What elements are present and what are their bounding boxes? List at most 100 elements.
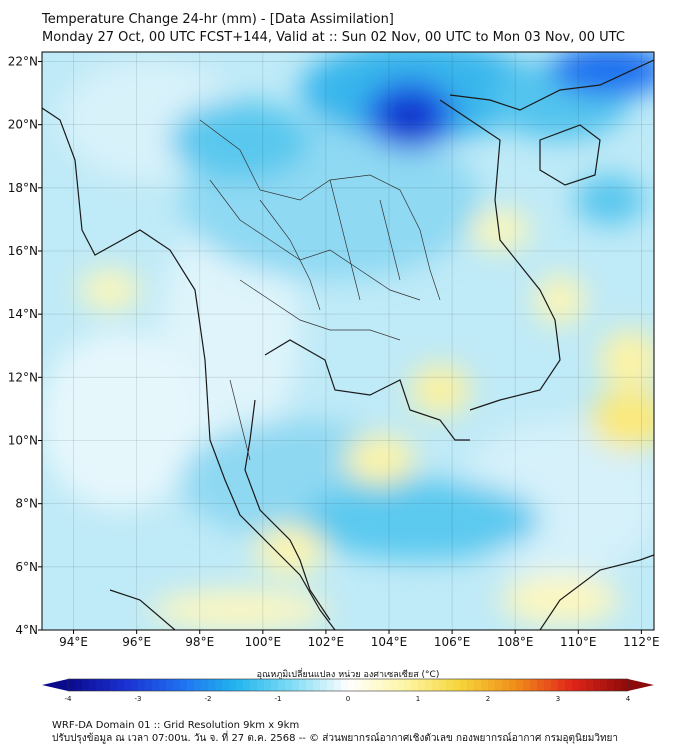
colorbar-segment: [509, 679, 517, 691]
colorbar-segment: [145, 679, 153, 691]
colorbar-segment: [257, 679, 265, 691]
lat-tick-label: 6°N: [15, 560, 38, 574]
colorbar-segment: [565, 679, 573, 691]
colorbar-segment: [530, 679, 538, 691]
lat-tick-label: 14°N: [8, 307, 38, 321]
colorbar-segment: [75, 679, 83, 691]
colorbar-segment: [439, 679, 447, 691]
colorbar-segment: [453, 679, 461, 691]
colorbar-segment: [516, 679, 524, 691]
colorbar-segment: [138, 679, 146, 691]
colorbar-tick-label: -1: [275, 695, 282, 703]
colorbar-max-arrow: [628, 679, 654, 691]
colorbar-segment: [621, 679, 629, 691]
colorbar-segment: [187, 679, 195, 691]
colorbar-segment: [523, 679, 531, 691]
map-axes: 94°E 96°E 98°E 100°E 102°E 104°E 106°E 108°E 110…: [8, 54, 660, 649]
colorbar-segment: [474, 679, 482, 691]
colorbar-segment: [572, 679, 580, 691]
colorbar-segment: [222, 679, 230, 691]
lon-tick-label: 98°E: [185, 635, 214, 649]
lon-tick-label: 112°E: [623, 635, 660, 649]
colorbar-segment: [348, 679, 356, 691]
colorbar-segment: [593, 679, 601, 691]
political-borders: [199, 119, 441, 461]
colorbar-segment: [369, 679, 377, 691]
colorbar-min-arrow: [42, 679, 68, 691]
colorbar-segment: [166, 679, 174, 691]
colorbar-segment: [446, 679, 454, 691]
colorbar-segment: [292, 679, 300, 691]
colorbar-tick-label: 3: [556, 695, 560, 703]
colorbar-tick-label: 0: [346, 695, 350, 703]
colorbar-segment: [334, 679, 342, 691]
colorbar-tick-label: -3: [135, 695, 142, 703]
colorbar-frame: [67, 678, 629, 692]
lon-tick-label: 104°E: [371, 635, 408, 649]
colorbar-segment: [180, 679, 188, 691]
colorbar-segment: [201, 679, 209, 691]
colorbar-segment: [215, 679, 223, 691]
lon-tick-label: 108°E: [497, 635, 534, 649]
colorbar-segment: [285, 679, 293, 691]
lat-tick-label: 4°N: [15, 623, 38, 637]
colorbar-segment: [229, 679, 237, 691]
footer-line-2: ปรับปรุงข้อมูล ณ เวลา 07:00น. วัน จ. ที่…: [52, 733, 619, 744]
colorbar-segment: [236, 679, 244, 691]
lon-tick-label: 106°E: [434, 635, 471, 649]
colorbar-segment: [313, 679, 321, 691]
colorbar-segment: [320, 679, 328, 691]
colorbar-segment: [390, 679, 398, 691]
colorbar-segment: [537, 679, 545, 691]
colorbar-segment: [194, 679, 202, 691]
colorbar-label: อุณหภูมิเปลี่ยนแปลง หน่วย องศาเซลเซียส (…: [257, 667, 440, 680]
lat-tick-label: 22°N: [8, 54, 38, 68]
colorbar-segment: [467, 679, 475, 691]
graticule: [42, 52, 654, 631]
colorbar-tick-label: 2: [486, 695, 490, 703]
colorbar-segment: [264, 679, 272, 691]
lon-tick-label: 96°E: [122, 635, 151, 649]
colorbar-segment: [110, 679, 118, 691]
lat-tick-label: 12°N: [8, 370, 38, 384]
colorbar-segment: [299, 679, 307, 691]
colorbar-tick-label: -2: [205, 695, 212, 703]
colorbar-segment: [306, 679, 314, 691]
colorbar-segment: [131, 679, 139, 691]
colorbar-segment: [411, 679, 419, 691]
lon-tick-label: 100°E: [245, 635, 282, 649]
colorbar-segment: [432, 679, 440, 691]
colorbar-segment: [355, 679, 363, 691]
colorbar-segment: [82, 679, 90, 691]
colorbar-segment: [404, 679, 412, 691]
coastlines: [42, 59, 654, 630]
colorbar-segment: [96, 679, 104, 691]
colorbar-segment: [278, 679, 286, 691]
colorbar-segment: [117, 679, 125, 691]
lon-tick-label: 102°E: [308, 635, 345, 649]
colorbar-segment: [362, 679, 370, 691]
colorbar-segment: [250, 679, 258, 691]
footer-line-1: WRF-DA Domain 01 :: Grid Resolution 9km …: [52, 720, 300, 731]
colorbar-segment: [495, 679, 503, 691]
lon-tick-label: 110°E: [560, 635, 597, 649]
colorbar-segment: [327, 679, 335, 691]
colorbar-segment: [89, 679, 97, 691]
colorbar-tick-label: 4: [626, 695, 631, 703]
colorbar-segment: [551, 679, 559, 691]
lat-tick-label: 8°N: [15, 497, 38, 511]
colorbar-segment: [558, 679, 566, 691]
colorbar-segment: [481, 679, 489, 691]
lat-tick-label: 10°N: [8, 433, 38, 447]
weather-map: 94°E 96°E 98°E 100°E 102°E 104°E 106°E 108°E 110…: [8, 51, 660, 703]
colorbar-segment: [544, 679, 552, 691]
colorbar-segment: [383, 679, 391, 691]
colorbar-segment: [68, 679, 76, 691]
colorbar-segment: [173, 679, 181, 691]
colorbar: อุณหภูมิเปลี่ยนแปลง หน่วย องศาเซลเซียส (…: [42, 667, 654, 703]
chart-title: Temperature Change 24-hr (mm) - [Data As…: [42, 12, 394, 27]
lon-tick-label: 94°E: [59, 635, 88, 649]
colorbar-segment: [159, 679, 167, 691]
colorbar-segment: [502, 679, 510, 691]
colorbar-segment: [208, 679, 216, 691]
